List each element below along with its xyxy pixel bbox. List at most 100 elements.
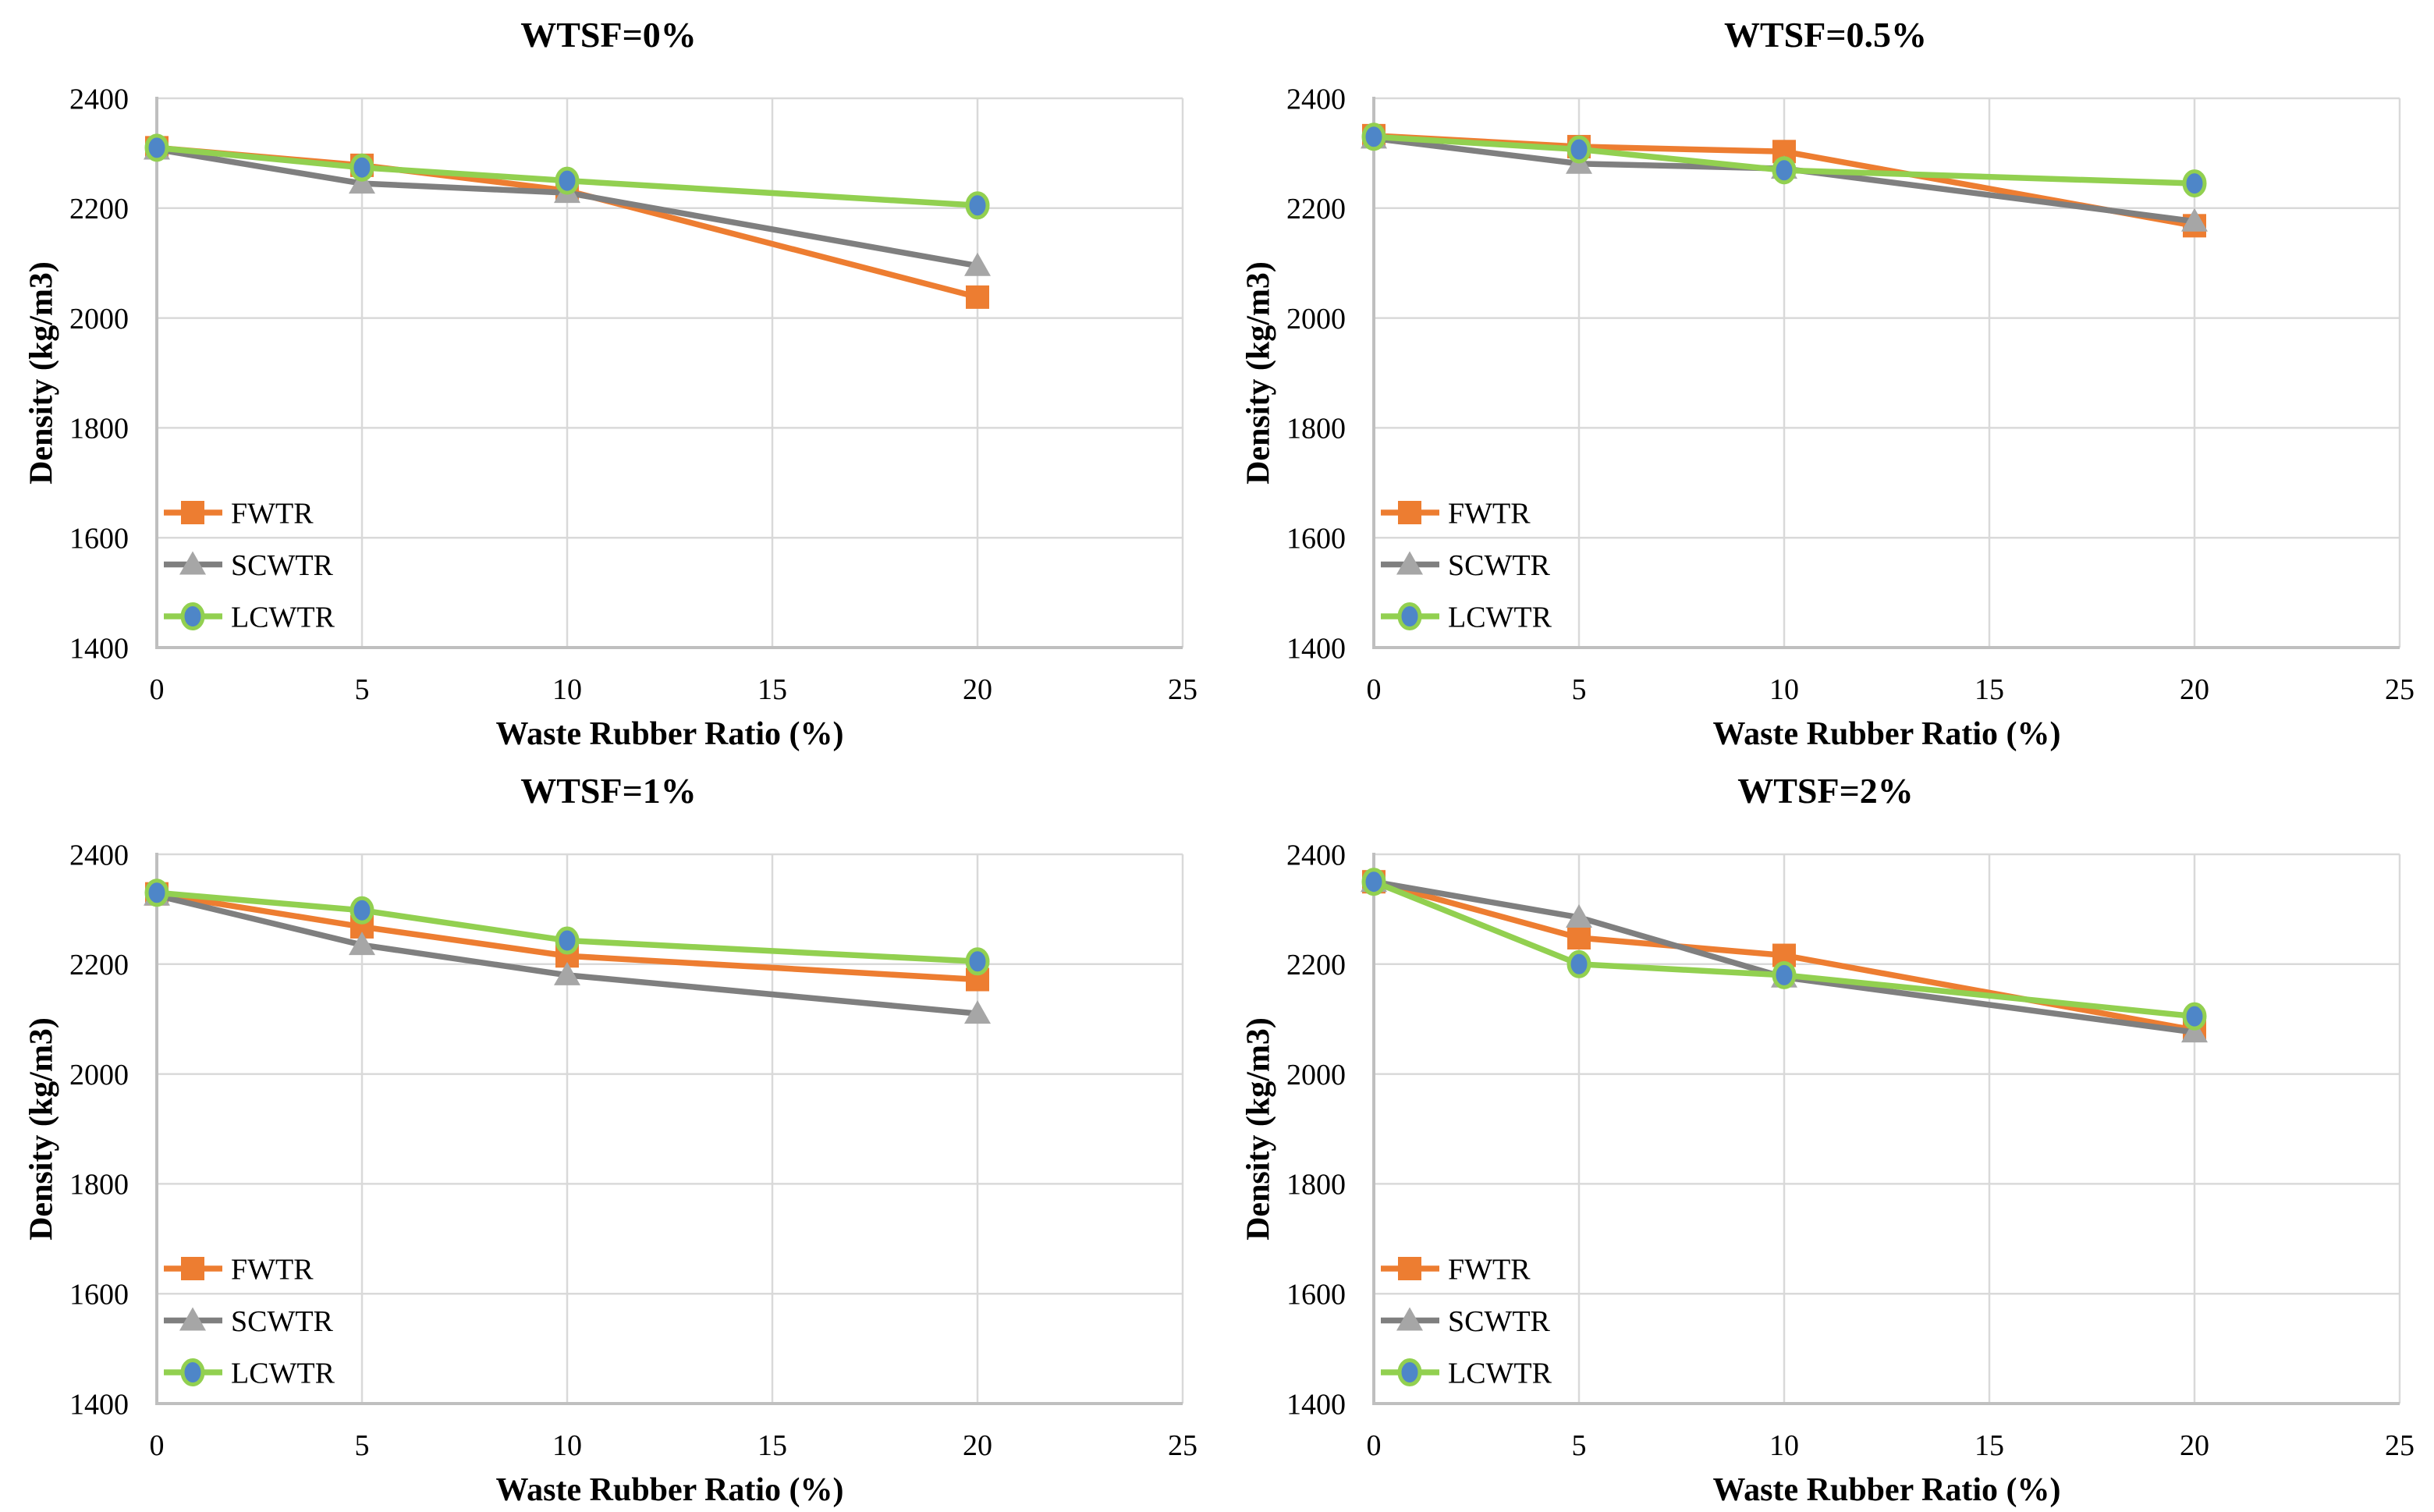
chart-title: WTSF=2% [1737, 771, 1914, 811]
marker-circle-lcwtr [144, 878, 169, 907]
x-tick-label: 15 [758, 1429, 787, 1462]
marker-circle-lcwtr [144, 133, 169, 162]
x-tick-label: 20 [2180, 673, 2209, 706]
x-axis-title: Waste Rubber Ratio (%) [495, 716, 843, 752]
y-tick-label: 1600 [69, 1279, 129, 1311]
legend-label-fwtr: FWTR [1448, 1253, 1531, 1286]
x-axis-title: Waste Rubber Ratio (%) [1712, 716, 2060, 752]
legend-marker-fwtr [181, 501, 204, 524]
x-tick-label: 10 [1769, 673, 1799, 706]
y-tick-label: 2400 [1286, 839, 1346, 871]
y-tick-label: 1400 [69, 1388, 129, 1421]
y-tick-label: 1800 [1286, 413, 1346, 445]
legend-label-lcwtr: LCWTR [231, 601, 335, 634]
y-tick-label: 1800 [69, 413, 129, 445]
y-tick-label: 2200 [69, 193, 129, 225]
marker-circle-lcwtr [555, 926, 580, 955]
chart-title: WTSF=0.5% [1724, 15, 1927, 55]
x-tick-label: 20 [963, 673, 992, 706]
y-tick-label: 1800 [1286, 1169, 1346, 1201]
y-tick-label: 1600 [1286, 523, 1346, 555]
series-line-scwtr [1373, 878, 2195, 1035]
marker-circle-lcwtr [349, 896, 374, 925]
y-tick-label: 2000 [69, 1059, 129, 1091]
x-tick-label: 20 [2180, 1429, 2209, 1462]
legend-label-scwtr: SCWTR [231, 549, 334, 582]
y-tick-label: 2400 [69, 839, 129, 871]
legend-label-lcwtr: LCWTR [1448, 1357, 1552, 1390]
legend-marker-lcwtr [1397, 1358, 1422, 1386]
x-tick-label: 5 [355, 1429, 370, 1462]
chart-svg-wtsf-1: 1400 1600 1800 2000 2200 2400 0 5 10 15 20 25 WTSF=1… [24, 771, 1197, 1508]
marker-square-fwtr [966, 285, 989, 309]
marker-circle-lcwtr [1566, 949, 1591, 978]
y-axis-title: Density (kg/m3) [1241, 261, 1277, 484]
marker-circle-lcwtr [349, 153, 374, 182]
x-tick-label: 15 [1975, 1429, 2004, 1462]
x-axis-title: Waste Rubber Ratio (%) [495, 1472, 843, 1508]
marker-square-fwtr [1567, 926, 1591, 950]
marker-circle-lcwtr [2182, 1002, 2207, 1031]
chart-title: WTSF=0% [520, 15, 697, 55]
x-tick-label: 10 [1769, 1429, 1799, 1462]
marker-triangle-scwtr [964, 1000, 991, 1024]
legend-label-fwtr: FWTR [231, 497, 314, 530]
legend-label-scwtr: SCWTR [1448, 549, 1551, 582]
marker-circle-lcwtr [1566, 135, 1591, 164]
marker-triangle-scwtr [2181, 208, 2208, 232]
legend-label-scwtr: SCWTR [231, 1305, 334, 1338]
marker-circle-lcwtr [965, 947, 990, 976]
chart-title: WTSF=1% [520, 771, 697, 811]
x-tick-label: 5 [1572, 1429, 1587, 1462]
x-tick-label: 25 [1168, 1429, 1197, 1462]
series-line-scwtr [156, 893, 978, 1017]
x-tick-label: 0 [150, 673, 165, 706]
x-tick-label: 25 [2385, 673, 2414, 706]
marker-circle-lcwtr [1361, 122, 1386, 151]
marker-circle-lcwtr [1772, 960, 1797, 989]
x-tick-label: 0 [1367, 1429, 1382, 1462]
y-tick-label: 1400 [1286, 632, 1346, 665]
legend-label-scwtr: SCWTR [1448, 1305, 1551, 1338]
legend-label-fwtr: FWTR [231, 1253, 314, 1286]
chart-wtsf-2: 1400 1600 1800 2000 2200 2400 0 5 10 15 20 25 WTSF=2… [1217, 756, 2434, 1512]
chart-wtsf-1: 1400 1600 1800 2000 2200 2400 0 5 10 15 20 25 WTSF=1… [0, 756, 1217, 1512]
legend-marker-scwtr [1396, 551, 1423, 575]
legend-marker-lcwtr [180, 602, 205, 630]
x-tick-label: 5 [1572, 673, 1587, 706]
y-tick-label: 2000 [1286, 1059, 1346, 1091]
x-tick-label: 5 [355, 673, 370, 706]
legend-marker-fwtr [1398, 501, 1421, 524]
legend-marker-scwtr [179, 1307, 206, 1331]
series-line-scwtr [1373, 135, 2195, 225]
y-tick-label: 2000 [1286, 303, 1346, 335]
x-tick-label: 0 [150, 1429, 165, 1462]
y-tick-label: 1600 [1286, 1279, 1346, 1311]
y-tick-label: 2200 [1286, 193, 1346, 225]
y-tick-label: 2200 [69, 949, 129, 981]
series-line-scwtr [156, 146, 978, 269]
y-tick-label: 1400 [69, 632, 129, 665]
x-tick-label: 25 [1168, 673, 1197, 706]
chart-wtsf-0-5: 1400 1600 1800 2000 2200 2400 0 5 10 15 20 25 WTSF=0… [1217, 0, 2434, 756]
marker-triangle-scwtr [349, 932, 375, 956]
marker-triangle-scwtr [2181, 1019, 2208, 1043]
legend-marker-lcwtr [180, 1358, 205, 1386]
series-line-lcwtr [156, 889, 978, 965]
legend-marker-fwtr [181, 1257, 204, 1280]
legend-label-lcwtr: LCWTR [1448, 601, 1552, 634]
chart-wtsf-0: 1400 1600 1800 2000 2200 2400 0 5 10 15 20 25 WTSF=0… [0, 0, 1217, 756]
x-tick-label: 10 [552, 1429, 582, 1462]
legend-marker-scwtr [1396, 1307, 1423, 1331]
y-tick-label: 1800 [69, 1169, 129, 1201]
marker-triangle-scwtr [1566, 903, 1592, 928]
legend-label-fwtr: FWTR [1448, 497, 1531, 530]
y-axis-title: Density (kg/m3) [1241, 1017, 1277, 1240]
x-tick-label: 10 [552, 673, 582, 706]
x-tick-label: 0 [1367, 673, 1382, 706]
y-tick-label: 2000 [69, 303, 129, 335]
marker-circle-lcwtr [1772, 156, 1797, 185]
marker-circle-lcwtr [555, 166, 580, 195]
marker-triangle-scwtr [349, 170, 375, 194]
